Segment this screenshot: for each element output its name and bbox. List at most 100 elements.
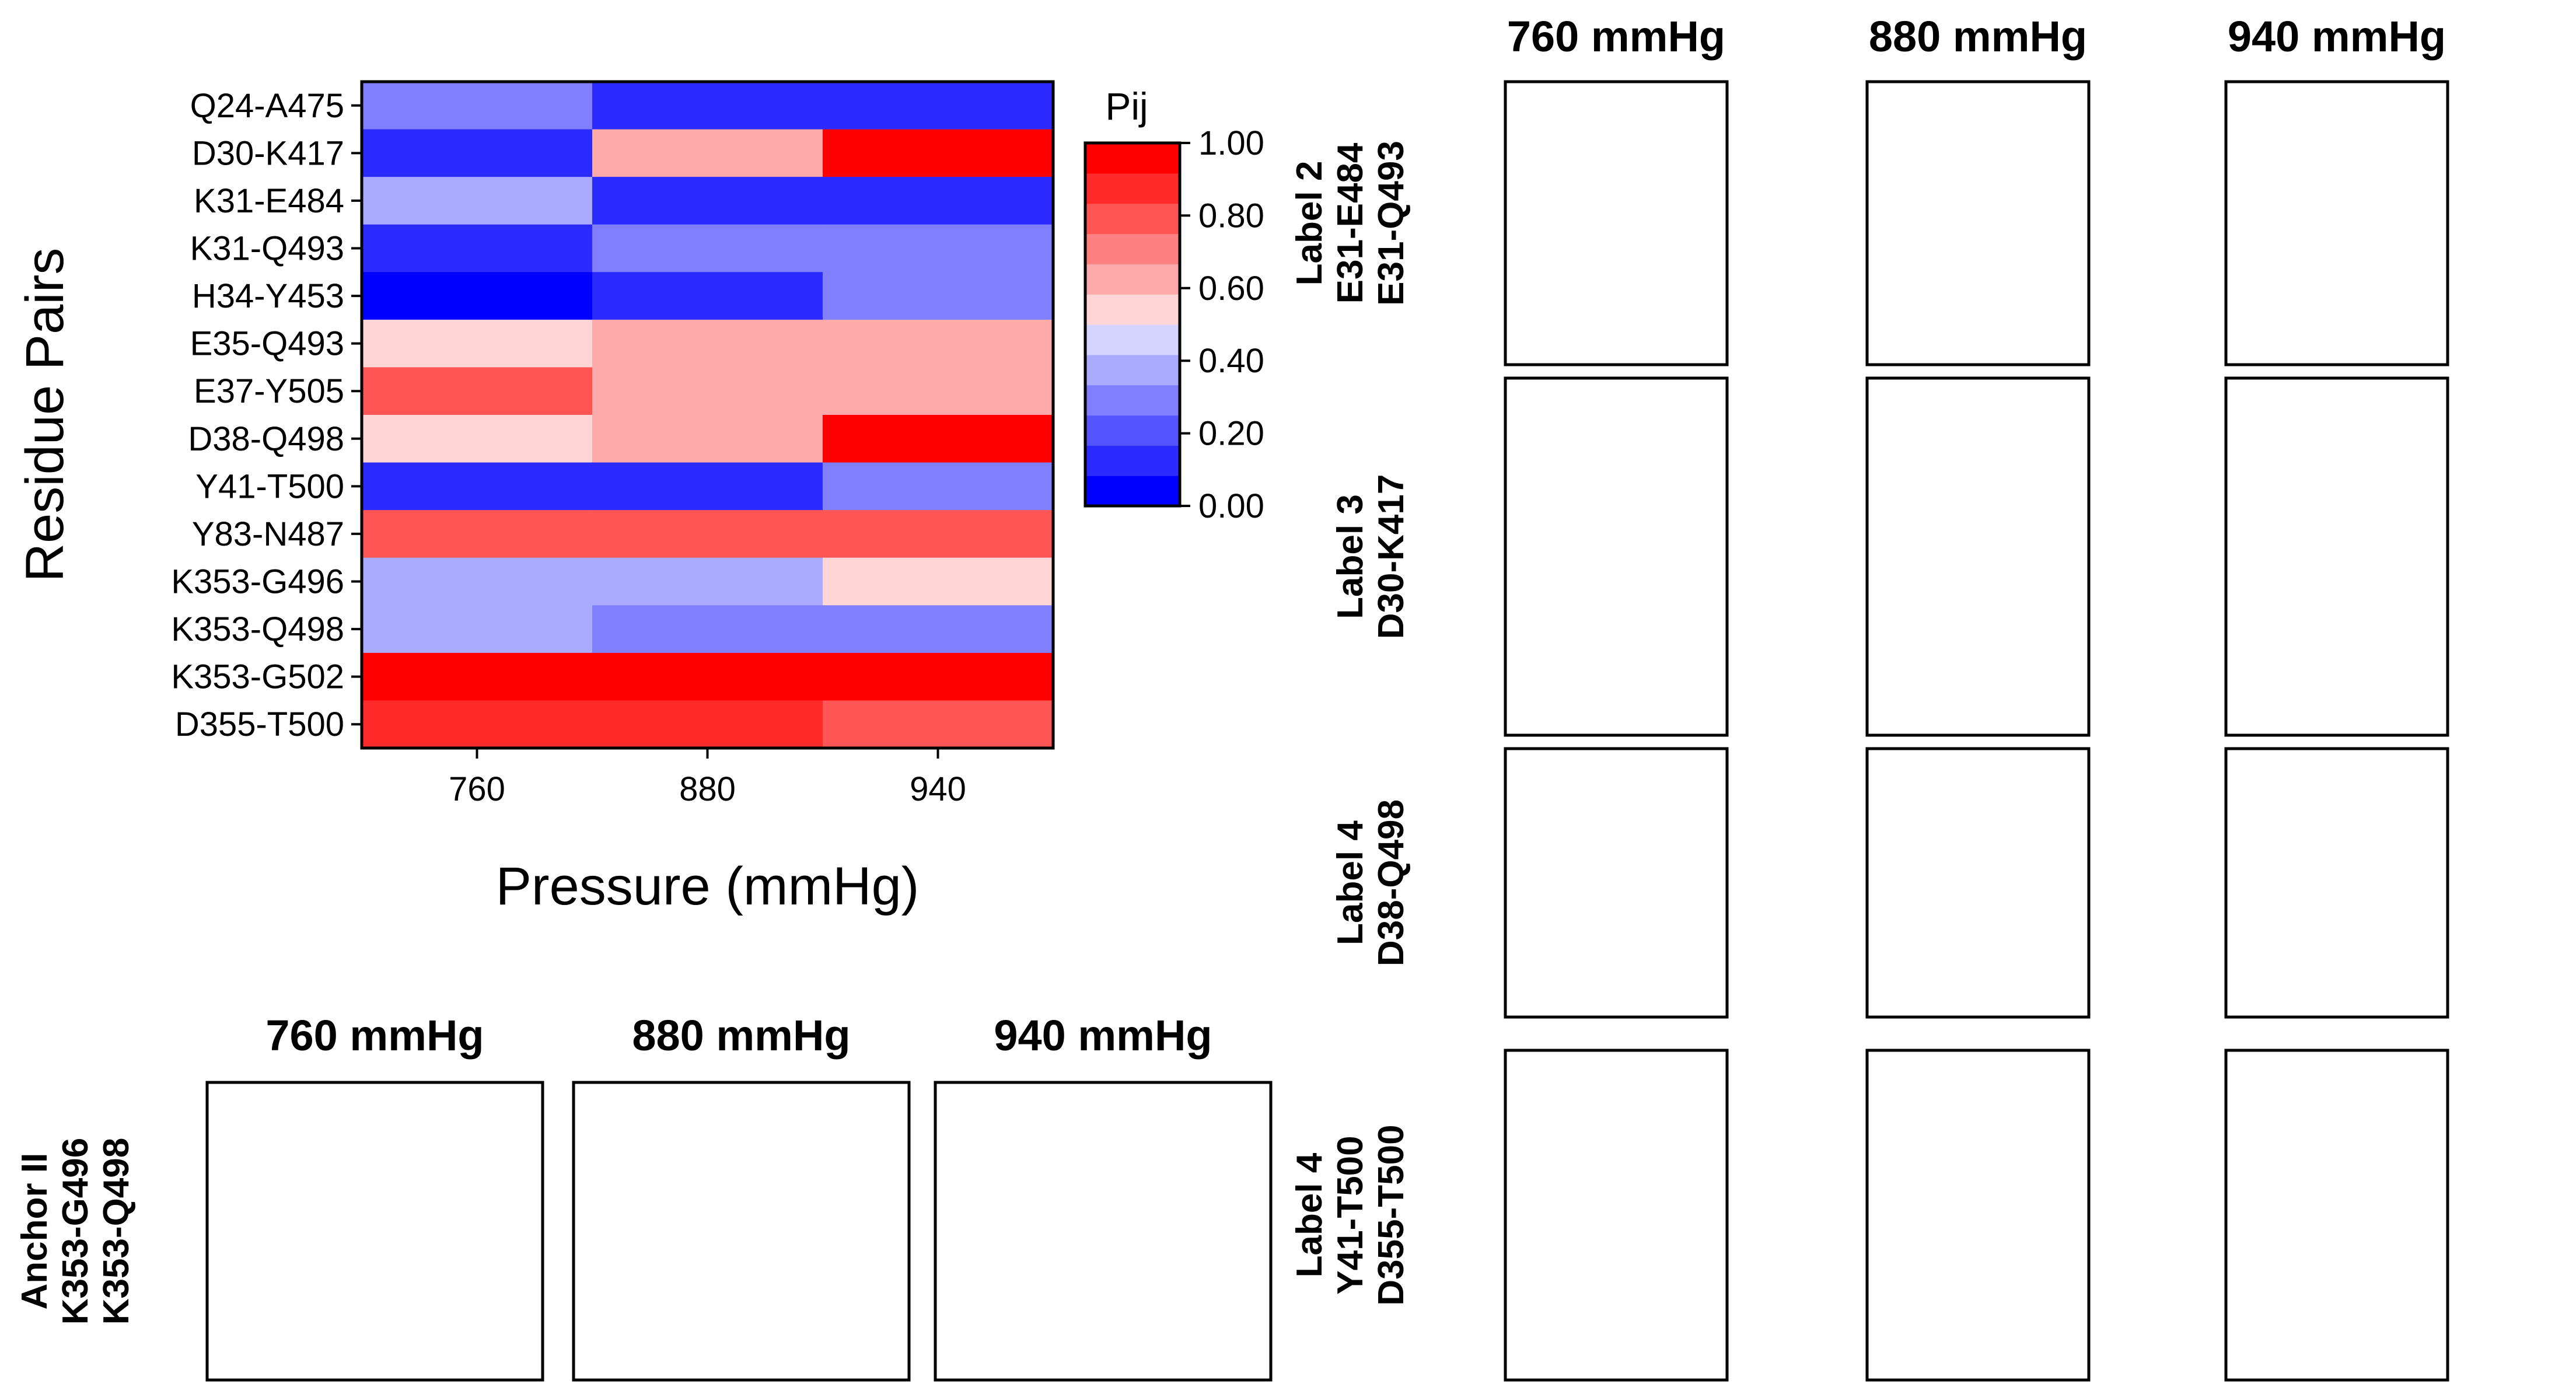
heatmap-cell [592,415,823,463]
colorbar-frame [1083,141,1182,508]
colorbar-segment [1085,415,1180,446]
heatmap-cell [592,367,823,415]
y-tick-label: K353-Q498 [171,610,344,648]
heatmap-cell [823,700,1054,749]
panel-frame [1504,376,1729,737]
x-tick-label: 940 [910,770,966,808]
heatmap-cell [823,129,1054,177]
heatmap-cell [823,272,1054,320]
heatmap-cell [592,319,823,368]
bottom-column-header: 940 mmHg [994,1011,1212,1060]
structure-panel: T500Y41D355β6β4α1β3 [1865,1049,2091,1382]
heatmap-cell [362,652,593,701]
heatmap [362,82,1054,749]
heatmap-cell [592,82,823,130]
heatmap-cell [362,510,593,558]
structure-panel: K417D30α3α1N [2224,376,2449,737]
heatmap-cell [362,272,593,320]
row-label: Label 2 [1289,161,1330,286]
structure-panel: D38Q498β6α1C [1865,747,2091,1019]
y-axis-label: Residue Pairs [15,248,75,582]
panel-frame [1504,1049,1729,1382]
colorbar-segment [1085,203,1180,235]
heatmap-cell [592,510,823,558]
heatmap-cell [592,129,823,177]
x-tick-label: 760 [449,770,505,808]
y-tick-label: K31-E484 [194,182,344,220]
heatmap-cell [362,415,593,463]
colorbar-segment [1085,445,1180,476]
panel-frame [1865,747,2091,1019]
colorbar-tick-label: 0.20 [1198,415,1264,453]
row-label: Label 4 [1289,1152,1330,1277]
panel-frame [1865,1049,2091,1382]
heatmap-cell [823,177,1054,225]
heatmap-cell [362,605,593,654]
row-label: Label 4 [1330,820,1371,945]
row-label: Anchor II [15,1153,55,1310]
structure-panel: K417D30α3α1N [1504,376,1729,737]
panel-frame [572,1081,911,1382]
structure-panel: G496Q498K353β6 [205,1081,544,1382]
structure-panel: K417D30α3α1N [1865,376,2091,737]
heatmap-cell [823,415,1054,463]
row-pair-label: D355-T500 [1371,1124,1411,1305]
colorbar-segment [1085,264,1180,295]
heatmap-cell [823,605,1054,654]
heatmap-cell [362,557,593,606]
y-tick-label: E35-Q493 [190,325,344,363]
colorbar-tick-label: 0.60 [1198,270,1264,308]
bottom-column-header: 760 mmHg [265,1011,484,1060]
row-label: Label 3 [1330,494,1371,619]
heatmap-cell [823,224,1054,272]
colorbar-segment [1085,233,1180,264]
row-pair-label: Y41-T500 [1330,1136,1371,1294]
panel-frame [2224,747,2449,1019]
heatmap-axes: Q24-A475 D30-K417 K31-E484 K31-Q493 H34-Y453… [15,80,1055,916]
y-tick-label: K353-G496 [171,563,344,601]
colorbar-segment [1085,476,1180,506]
right-column-header: 760 mmHg [1507,12,1725,61]
row-pair-label: E31-E484 [1330,142,1371,303]
heatmap-cell [362,700,593,749]
heatmap-cell [592,272,823,320]
heatmap-cell [592,177,823,225]
x-tick-label: 880 [679,770,736,808]
y-tick-label: D355-T500 [175,705,344,743]
panel-frame [1865,80,2091,366]
structure-panel: E484K31Q493β5β6α1N [2224,80,2449,366]
heatmap-cell [362,319,593,368]
colorbar-segment [1085,385,1180,416]
colorbar-segment [1085,354,1180,386]
heatmap-cell [362,129,593,177]
y-tick-label: E37-Y505 [194,372,344,410]
heatmap-cell [823,367,1054,415]
colorbar-segment [1085,143,1180,174]
y-tick-label: K31-Q493 [190,230,344,268]
heatmap-cell [592,224,823,272]
panel-frame [1504,80,1729,366]
panel-frame [1865,376,2091,737]
row-pair-label: E31-Q493 [1371,141,1411,306]
heatmap-cell [362,82,593,130]
heatmap-cell [592,462,823,511]
heatmap-cell [362,224,593,272]
y-tick-label: Y83-N487 [192,515,344,553]
heatmap-cell [823,652,1054,701]
panel-frame [2224,80,2449,366]
structure-panel: D38Q498β6α1C [2224,747,2449,1019]
panel-frame [205,1081,544,1382]
panel-frame [2224,1049,2449,1382]
colorbar-segment [1085,173,1180,204]
right-column-header: 880 mmHg [1869,12,2087,61]
y-tick-label: H34-Y453 [192,277,344,315]
colorbar-segment [1085,294,1180,325]
heatmap-cell [823,510,1054,558]
colorbar-segment [1085,324,1180,355]
bottom-column-header: 880 mmHg [632,1011,850,1060]
y-tick-label: D30-K417 [192,134,344,172]
panel-frame [1504,747,1729,1019]
panel-frame [934,1081,1273,1382]
